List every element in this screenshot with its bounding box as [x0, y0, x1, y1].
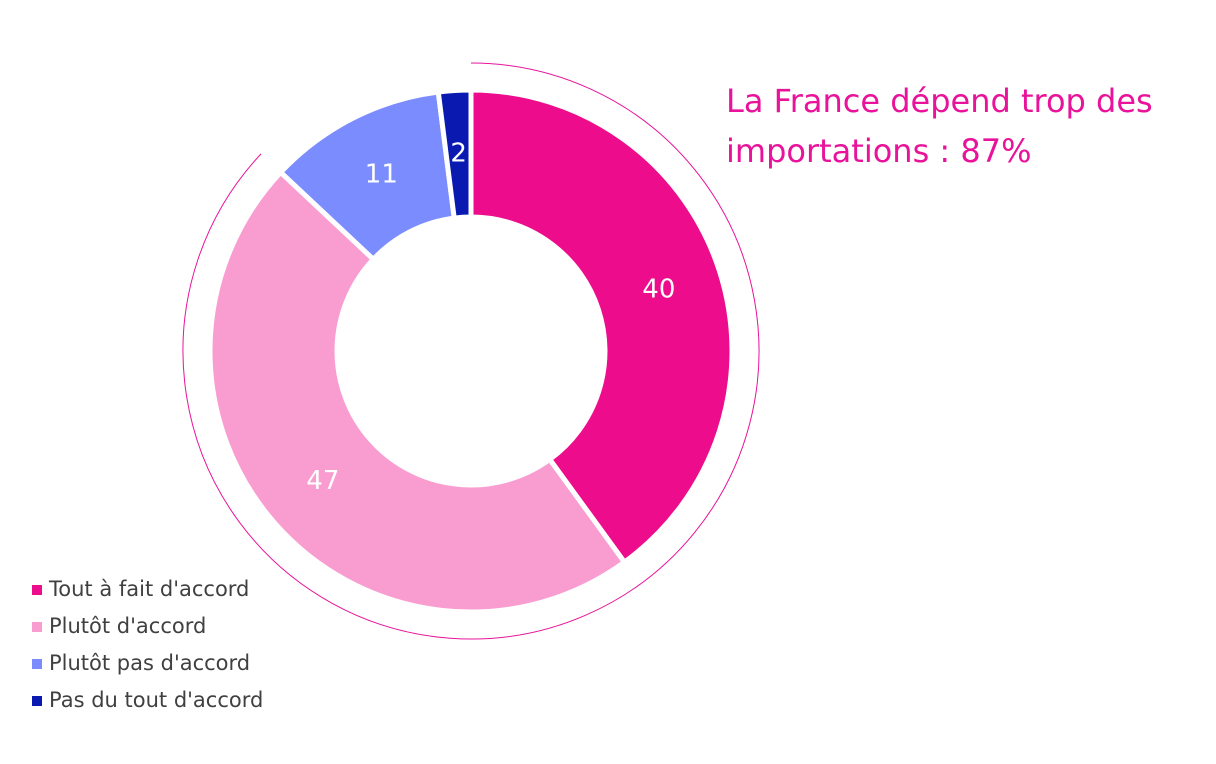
- legend-swatch: [32, 622, 42, 632]
- highlight-arc: [182, 62, 760, 640]
- legend-swatch: [32, 659, 42, 669]
- data-label: 40: [642, 274, 675, 304]
- legend-label: Pas du tout d'accord: [49, 688, 263, 712]
- legend-label: Plutôt d'accord: [49, 614, 206, 638]
- slice: [468, 87, 735, 566]
- annotation: La France dépend trop des importations :…: [726, 82, 1153, 170]
- legend-label: Tout à fait d'accord: [48, 577, 249, 601]
- data-label: 11: [365, 160, 398, 190]
- legend-swatch: [32, 696, 42, 706]
- slice: [207, 168, 628, 615]
- legend-swatch: [32, 585, 42, 595]
- legend-label: Plutôt pas d'accord: [49, 651, 250, 675]
- data-label: 47: [306, 466, 339, 496]
- slice: [435, 87, 474, 221]
- data-label: 2: [450, 138, 467, 168]
